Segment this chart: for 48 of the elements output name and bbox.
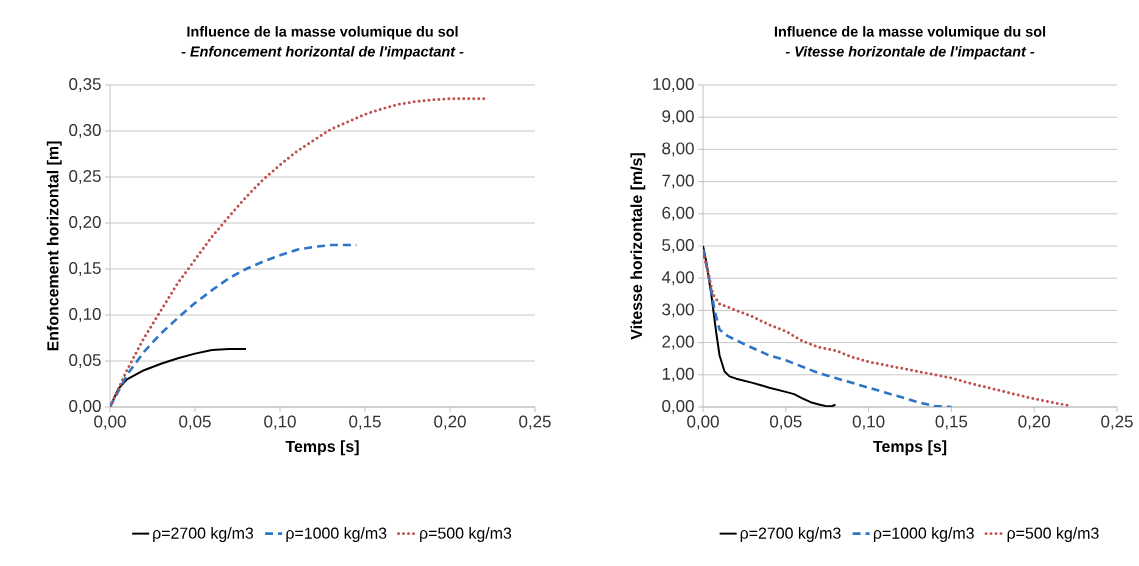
legend-label: ρ=1000 kg/m3 xyxy=(286,527,387,542)
legend-label: ρ=1000 kg/m3 xyxy=(873,527,974,542)
x-tick-label: 0,25 xyxy=(1101,415,1133,430)
y-tick-label: 0,35 xyxy=(69,78,101,92)
y-tick-label: 10,00 xyxy=(653,78,694,92)
chart-title: Influence de la masse volumique du sol xyxy=(774,26,1046,40)
legend-label: ρ=500 kg/m3 xyxy=(420,527,512,542)
y-tick-label: 1,00 xyxy=(662,367,694,382)
chart-title: Influence de la masse volumique du sol xyxy=(187,26,458,40)
y-tick-label: 0,05 xyxy=(69,354,101,368)
y-tick-label: 0,00 xyxy=(69,400,101,414)
y-tick-label: 5,00 xyxy=(662,239,694,253)
y-tick-label: 6,00 xyxy=(662,206,694,221)
y-tick-label: 8,00 xyxy=(662,142,694,157)
y-tick-label: 3,00 xyxy=(662,303,694,318)
y-axis-title: Vitesse horizontale [m/s] xyxy=(630,153,646,340)
legend-label: ρ=2700 kg/m3 xyxy=(153,527,254,542)
line-series xyxy=(703,247,953,407)
legend-label: ρ=500 kg/m3 xyxy=(1007,527,1099,542)
y-axis-title: Enfoncement horizontal [m] xyxy=(46,141,62,351)
chart-subtitle: - Vitesse horizontale de l'impactant - xyxy=(785,46,1035,60)
x-tick-label: 0,20 xyxy=(1018,415,1051,430)
y-tick-label: 2,00 xyxy=(662,335,694,350)
x-tick-label: 0,05 xyxy=(769,415,802,430)
x-tick-label: 0,00 xyxy=(687,415,719,430)
x-tick-label: 0,10 xyxy=(264,415,296,430)
y-tick-label: 0,25 xyxy=(69,170,101,184)
y-tick-label: 0,30 xyxy=(69,124,101,138)
x-tick-label: 0,10 xyxy=(852,415,885,430)
x-tick-label: 0,05 xyxy=(179,415,211,430)
y-tick-label: 0,00 xyxy=(662,400,694,414)
x-axis-title: Temps [s] xyxy=(873,440,947,456)
y-tick-label: 0,10 xyxy=(69,308,101,322)
chart-subtitle: - Enfoncement horizontal de l'impactant - xyxy=(181,46,464,60)
y-tick-label: 7,00 xyxy=(662,174,694,189)
y-tick-label: 0,20 xyxy=(69,216,101,230)
x-axis-title: Temps [s] xyxy=(285,440,359,456)
legend-label: ρ=2700 kg/m3 xyxy=(740,527,841,542)
y-tick-label: 4,00 xyxy=(661,271,694,286)
x-tick-label: 0,25 xyxy=(519,415,551,430)
x-tick-label: 0,15 xyxy=(349,415,381,430)
line-series xyxy=(110,243,358,407)
y-tick-label: 0,15 xyxy=(69,262,101,276)
x-tick-label: 0,20 xyxy=(434,415,466,430)
x-tick-label: 0,15 xyxy=(935,415,968,430)
line-series xyxy=(703,245,837,407)
x-tick-label: 0,00 xyxy=(94,415,126,430)
y-tick-label: 9,00 xyxy=(662,110,694,125)
